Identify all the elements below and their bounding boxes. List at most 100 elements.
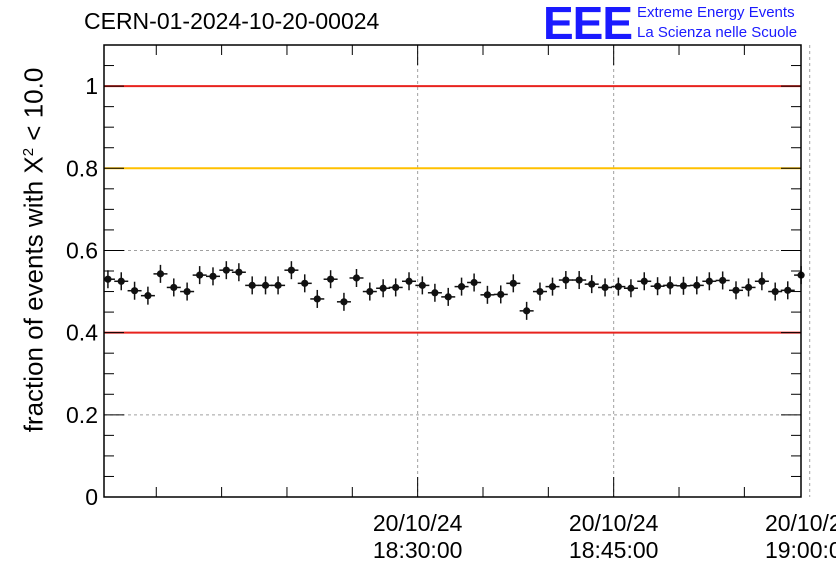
data-point xyxy=(572,271,587,290)
marker xyxy=(392,283,400,292)
data-point xyxy=(310,289,325,308)
data-point xyxy=(454,277,469,296)
data-point xyxy=(780,281,795,300)
marker xyxy=(405,277,413,285)
marker xyxy=(222,266,230,274)
data-point xyxy=(323,270,338,289)
data-point xyxy=(245,276,260,295)
marker xyxy=(379,284,387,292)
data-point xyxy=(611,277,626,296)
data-point xyxy=(140,286,155,305)
axis-ticks: 00.20.40.60.8120/10/2418:30:0020/10/2418… xyxy=(66,44,836,563)
marker xyxy=(209,272,217,280)
marker xyxy=(497,290,505,299)
marker xyxy=(536,287,544,296)
data-point xyxy=(192,266,207,285)
marker xyxy=(784,286,792,294)
data-point xyxy=(650,277,665,296)
x-tick-label-time: 18:45:00 xyxy=(569,537,659,563)
data-point xyxy=(584,275,599,294)
marker xyxy=(156,270,165,278)
grid-lines xyxy=(104,45,811,497)
data-point xyxy=(166,278,181,297)
marker xyxy=(235,268,243,276)
logo-line-2: La Scienza nelle Scuole xyxy=(637,24,798,41)
data-point xyxy=(493,285,508,304)
marker xyxy=(444,293,452,301)
data-point xyxy=(441,287,456,306)
y-axis-label-suffix: < 10.0 xyxy=(18,67,49,148)
y-axis-label-symbol: X xyxy=(18,156,49,174)
data-point xyxy=(127,281,142,300)
x-tick-label-time: 18:30:00 xyxy=(373,537,463,563)
data-point xyxy=(231,263,246,282)
data-point xyxy=(676,276,691,295)
logo-text: Extreme Energy Events La Scienza nelle S… xyxy=(637,3,797,43)
x-tick-label-date: 20/10/24 xyxy=(569,510,659,536)
marker xyxy=(327,275,335,283)
data-point xyxy=(402,272,417,291)
data-point xyxy=(545,277,560,296)
data-point xyxy=(336,292,351,311)
marker xyxy=(744,283,753,292)
marker xyxy=(144,292,152,300)
marker xyxy=(666,281,674,289)
data-point xyxy=(598,278,613,297)
marker xyxy=(523,307,531,315)
data-point xyxy=(362,282,377,301)
marker xyxy=(705,277,713,285)
marker xyxy=(287,266,296,274)
marker xyxy=(719,276,727,285)
data-point xyxy=(715,271,730,290)
marker xyxy=(418,281,426,289)
marker xyxy=(614,283,622,291)
data-points xyxy=(104,261,805,320)
marker xyxy=(562,276,570,284)
data-point xyxy=(637,272,652,291)
marker xyxy=(340,298,348,306)
marker xyxy=(352,274,361,282)
data-point xyxy=(153,264,168,283)
data-point xyxy=(768,282,783,301)
marker xyxy=(313,295,321,303)
marker xyxy=(483,291,492,299)
y-tick-label: 0.6 xyxy=(66,237,98,263)
data-point xyxy=(415,276,430,295)
marker xyxy=(470,278,478,287)
y-tick-label: 0.4 xyxy=(66,320,98,346)
marker xyxy=(758,277,766,285)
marker xyxy=(575,276,583,284)
logo-line-1: Extreme Energy Events xyxy=(637,4,795,21)
reference-lines xyxy=(104,85,801,334)
marker xyxy=(509,279,517,287)
data-point xyxy=(205,267,220,286)
marker xyxy=(732,286,740,294)
chart-title: CERN-01-2024-10-20-00024 xyxy=(84,8,380,34)
marker xyxy=(653,282,662,290)
marker xyxy=(431,289,439,297)
y-tick-label: 1 xyxy=(85,73,98,99)
marker xyxy=(130,287,139,295)
data-point xyxy=(506,274,521,293)
marker xyxy=(548,283,557,291)
marker xyxy=(693,281,701,289)
data-point xyxy=(702,272,717,291)
data-point xyxy=(532,282,547,301)
plot-frame xyxy=(103,44,802,498)
marker xyxy=(627,284,635,292)
data-point xyxy=(663,276,678,295)
data-point xyxy=(467,273,482,292)
data-point xyxy=(623,279,638,298)
y-axis-label-prefix: fraction of events with xyxy=(18,173,49,433)
marker xyxy=(588,280,596,288)
marker xyxy=(601,283,609,292)
data-point xyxy=(794,266,805,285)
marker xyxy=(301,279,309,287)
data-point xyxy=(741,278,756,297)
y-tick-label: 0.8 xyxy=(66,155,98,181)
data-point xyxy=(558,271,573,290)
marker xyxy=(196,271,204,279)
marker xyxy=(679,282,688,290)
data-point xyxy=(519,301,534,320)
